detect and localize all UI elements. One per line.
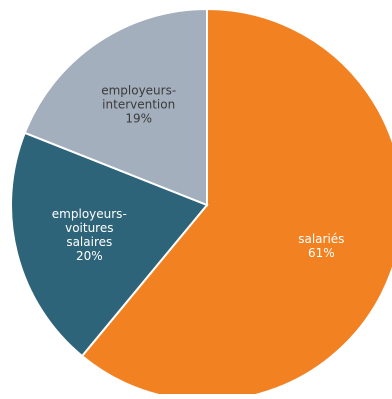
slice-category-label: employeurs- bbox=[52, 207, 127, 221]
pie-slice-0 bbox=[80, 7, 392, 399]
slice-category-label: employeurs- bbox=[101, 83, 176, 97]
slice-value-label: 19% bbox=[125, 111, 152, 125]
slice-category-label: salaires bbox=[66, 235, 112, 249]
slice-value-label: 20% bbox=[76, 249, 103, 263]
pie-slice-1 bbox=[10, 131, 209, 358]
slice-label-0: salariés 61% bbox=[298, 232, 344, 260]
slice-label-2: employeurs-intervention 19% bbox=[101, 83, 176, 125]
labels-layer: salariés 61% employeurs-voitures salaires 20… bbox=[52, 83, 345, 263]
slices-layer bbox=[10, 7, 392, 399]
pie-slice-2 bbox=[23, 7, 208, 207]
slice-label-1: employeurs-voitures salaires 20% bbox=[52, 207, 127, 263]
slice-category-label: voitures bbox=[65, 221, 113, 235]
slice-category-label: intervention bbox=[102, 97, 175, 111]
slice-category-label: salariés bbox=[298, 232, 344, 246]
slice-value-label: 61% bbox=[308, 246, 335, 260]
